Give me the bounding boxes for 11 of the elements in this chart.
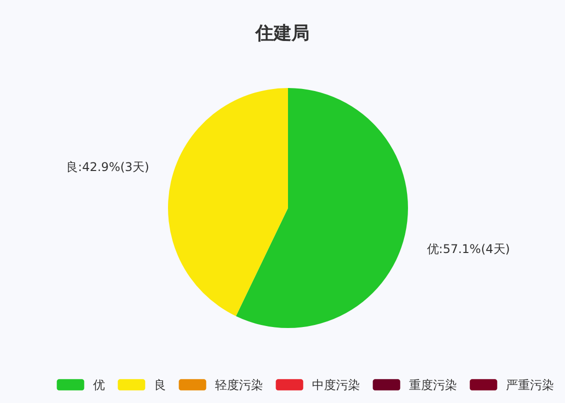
legend-label: 良	[154, 378, 166, 392]
legend-label: 中度污染	[312, 378, 360, 392]
legend-label: 优	[93, 378, 105, 392]
legend-label: 轻度污染	[215, 378, 263, 392]
legend-label: 严重污染	[506, 378, 554, 392]
chart-title: 住建局	[254, 23, 310, 44]
pie-slice	[236, 88, 408, 328]
data-label: 优:57.1%(4天)	[426, 242, 510, 256]
data-label: 良:42.9%(3天)	[66, 160, 150, 174]
pie-slice	[168, 88, 288, 316]
legend-label: 重度污染	[409, 378, 457, 392]
